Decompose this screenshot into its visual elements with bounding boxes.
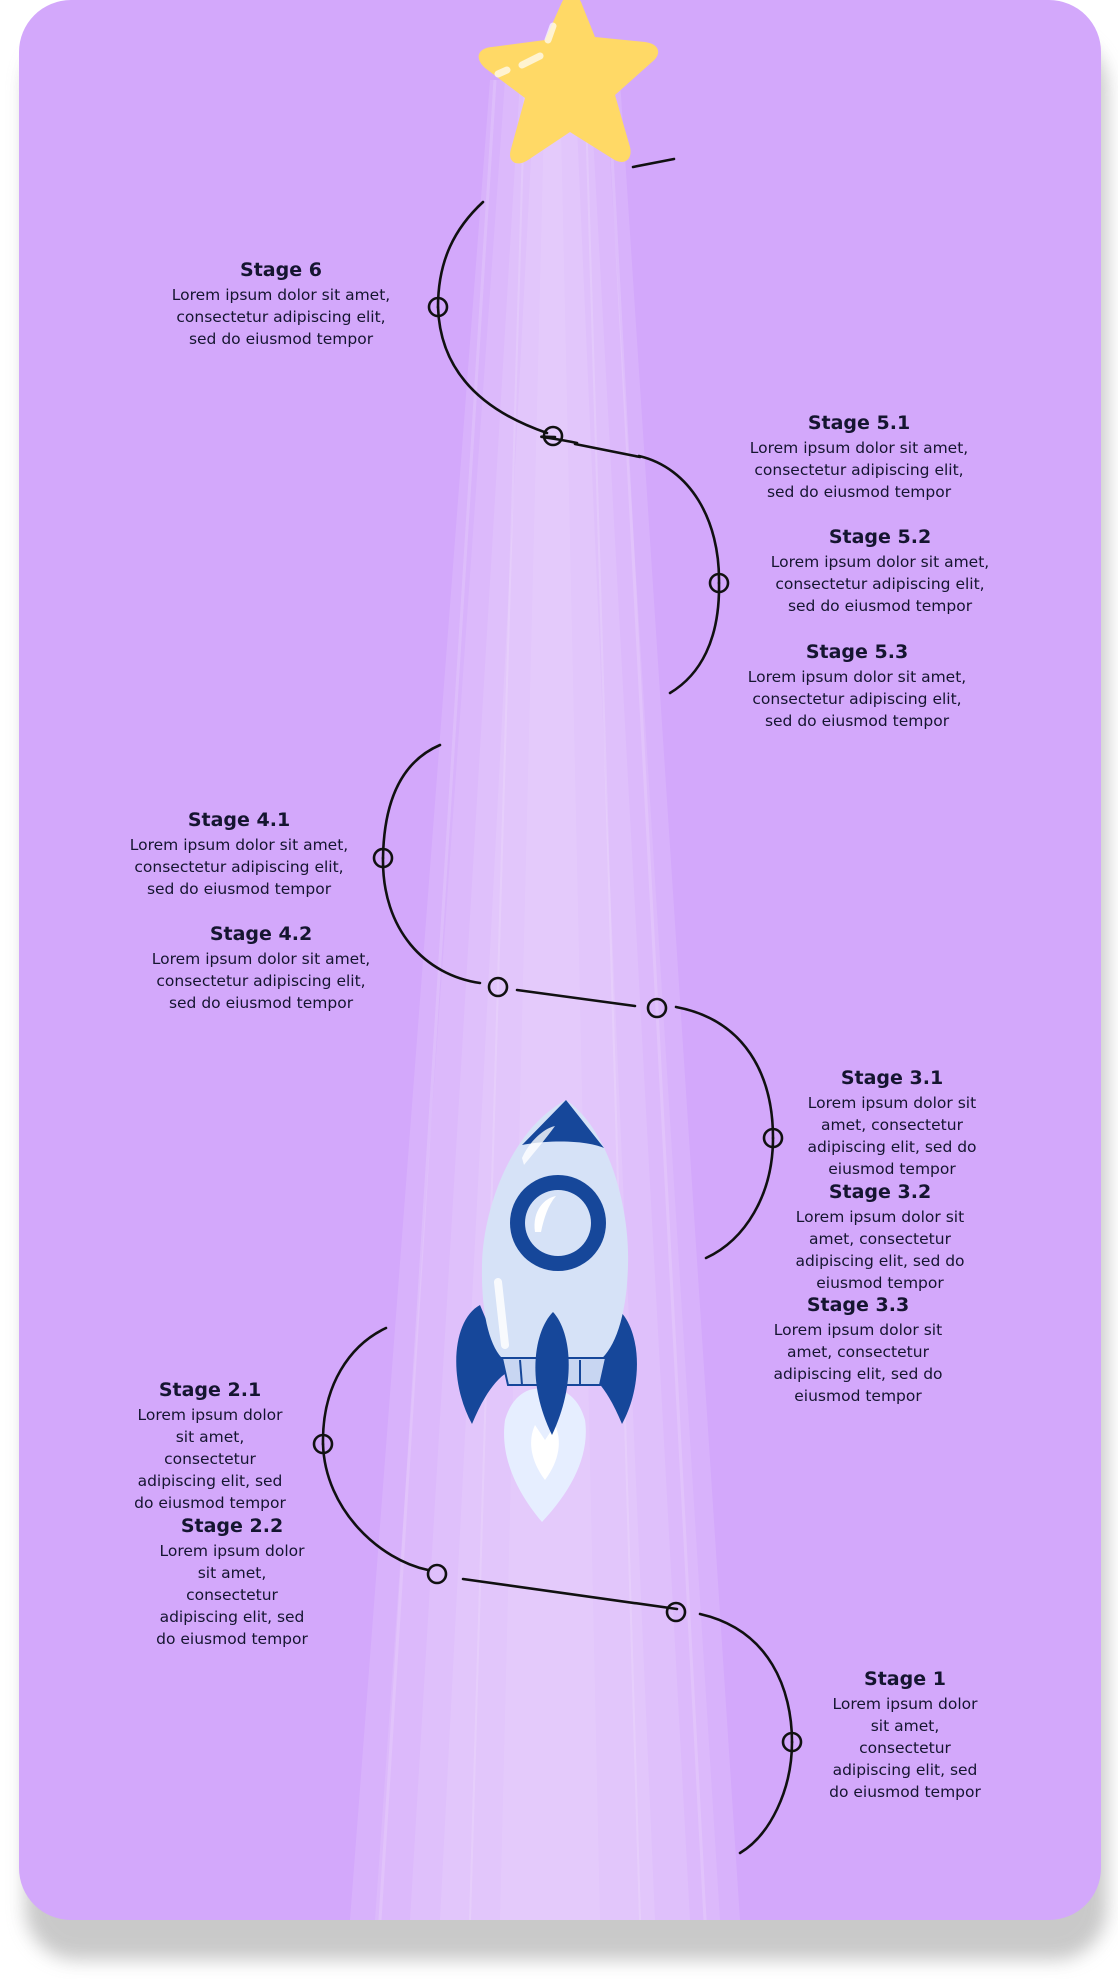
milestone-marker (312, 1433, 334, 1455)
stage-description: Lorem ipsum dolor sit amet, consectetur … (151, 950, 371, 1012)
card-background (19, 0, 1101, 1920)
roadmap-path (321, 157, 794, 1855)
stage-description: Lorem ipsum dolor sit amet, consectetur … (134, 1406, 286, 1512)
stage-3-1-label: Stage 3.1 Lorem ipsum dolor sit amet, co… (787, 1066, 997, 1180)
milestone-marker (372, 847, 394, 869)
stage-1-label: Stage 1 Lorem ipsum dolor sit amet, cons… (825, 1667, 985, 1803)
star-icon (478, 0, 659, 164)
stage-title: Stage 3.3 (806, 1294, 910, 1316)
milestone-markers (312, 296, 803, 1753)
rocket-fin-right (586, 1305, 637, 1424)
stage-title: Stage 5.3 (805, 641, 909, 663)
stage-4-1-label: Stage 4.1 Lorem ipsum dolor sit amet, co… (124, 808, 354, 900)
milestone-marker (665, 1601, 687, 1623)
stage-4-2-label: Stage 4.2 Lorem ipsum dolor sit amet, co… (146, 922, 376, 1014)
light-beam (350, 79, 740, 1920)
stage-description: Lorem ipsum dolor sit amet, consectetur … (156, 1542, 308, 1648)
stage-2-2-label: Stage 2.2 Lorem ipsum dolor sit amet, co… (152, 1514, 312, 1650)
milestone-marker (426, 1563, 448, 1585)
stage-5-3-label: Stage 5.3 Lorem ipsum dolor sit amet, co… (742, 640, 972, 732)
milestone-marker (708, 572, 730, 594)
stage-description: Lorem ipsum dolor sit amet, consectetur … (171, 286, 391, 348)
milestone-marker (646, 997, 668, 1019)
stage-5-2-label: Stage 5.2 Lorem ipsum dolor sit amet, co… (765, 525, 995, 617)
stage-title: Stage 2.2 (180, 1515, 284, 1537)
stage-description: Lorem ipsum dolor sit amet, consectetur … (770, 553, 990, 615)
milestone-marker (542, 425, 564, 447)
stage-title: Stage 4.1 (187, 809, 291, 831)
stage-description: Lorem ipsum dolor sit amet, consectetur … (747, 668, 967, 730)
milestone-marker (762, 1127, 784, 1149)
stage-title: Stage 2.1 (158, 1379, 262, 1401)
stage-description: Lorem ipsum dolor sit amet, consectetur … (773, 1321, 943, 1405)
stage-title: Stage 5.2 (828, 526, 932, 548)
stage-description: Lorem ipsum dolor sit amet, consectetur … (129, 836, 349, 898)
stage-6-label: Stage 6 Lorem ipsum dolor sit amet, cons… (166, 258, 396, 350)
stage-2-1-label: Stage 2.1 Lorem ipsum dolor sit amet, co… (130, 1378, 290, 1514)
stage-description: Lorem ipsum dolor sit amet, consectetur … (795, 1208, 965, 1292)
stage-title: Stage 3.1 (840, 1067, 944, 1089)
stage-title: Stage 1 (864, 1668, 946, 1690)
rocket-fin-center (535, 1312, 569, 1435)
milestone-marker (487, 976, 509, 998)
stage-description: Lorem ipsum dolor sit amet, consectetur … (829, 1695, 981, 1801)
stage-title: Stage 4.2 (209, 923, 313, 945)
stage-5-1-label: Stage 5.1 Lorem ipsum dolor sit amet, co… (744, 411, 974, 503)
milestone-marker (781, 1731, 803, 1753)
stage-description: Lorem ipsum dolor sit amet, consectetur … (749, 439, 969, 501)
rocket-icon (456, 1100, 637, 1522)
stage-3-3-label: Stage 3.3 Lorem ipsum dolor sit amet, co… (753, 1293, 963, 1407)
rocket-fin-left (456, 1305, 508, 1424)
stage-3-2-label: Stage 3.2 Lorem ipsum dolor sit amet, co… (775, 1180, 985, 1294)
stage-title: Stage 6 (240, 259, 322, 281)
stage-title: Stage 5.1 (807, 412, 911, 434)
milestone-marker (427, 296, 449, 318)
stage-title: Stage 3.2 (828, 1181, 932, 1203)
stage-description: Lorem ipsum dolor sit amet, consectetur … (807, 1094, 977, 1178)
